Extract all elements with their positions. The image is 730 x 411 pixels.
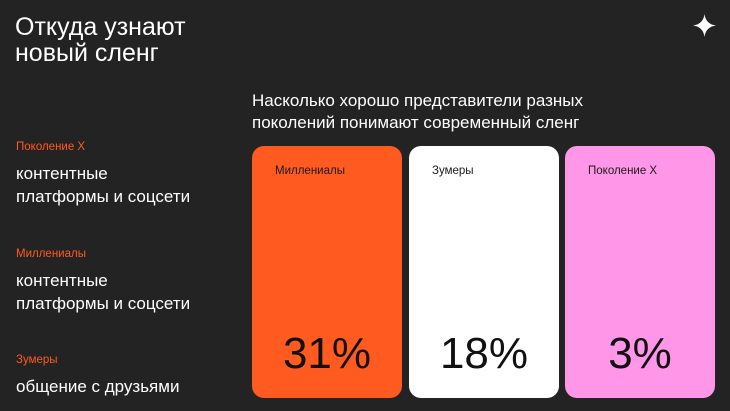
card-category-label: Поколение Х [588, 165, 658, 177]
card-zoomers: Зумеры 18% [409, 146, 559, 398]
card-value-label: 31% [282, 329, 372, 378]
chart-title-line-1: Насколько хорошо представители разных [252, 91, 583, 110]
source-group-label: Миллениалы [16, 248, 86, 260]
card-millennials: Миллениалы 31% [252, 146, 402, 398]
source-description: контентные платформы и соцсети [16, 271, 191, 313]
source-item-gen-x: Поколение Х контентные платформы и соцсе… [16, 140, 236, 208]
source-group-label: Зумеры [16, 354, 58, 366]
page-title-line-2: новый сленг [15, 39, 159, 67]
card-value-label: 18% [439, 329, 529, 378]
card-category-label: Миллениалы [275, 165, 345, 177]
chart-cards: Миллениалы 31% Зумеры 18% Поколение Х 3% [252, 146, 715, 398]
sparkle-star-icon [693, 14, 716, 37]
card-category-label: Зумеры [432, 165, 474, 177]
page-title: Откуда узнают новый сленг [15, 14, 275, 66]
source-item-zoomers: Зумеры общение с друзьями [16, 353, 236, 398]
chart-title-line-2: поколений понимают современный сленг [252, 113, 580, 132]
card-value-label: 3% [608, 329, 672, 378]
page-title-line-1: Откуда узнают [15, 13, 186, 41]
source-group-label: Поколение Х [16, 141, 86, 153]
source-item-millennials: Миллениалы контентные платформы и соцсет… [16, 247, 236, 315]
source-description: контентные платформы и соцсети [16, 164, 191, 206]
card-gen-x: Поколение Х 3% [565, 146, 715, 398]
source-description: общение с друзьями [16, 377, 180, 396]
chart-title: Насколько хорошо представители разных по… [252, 90, 672, 134]
